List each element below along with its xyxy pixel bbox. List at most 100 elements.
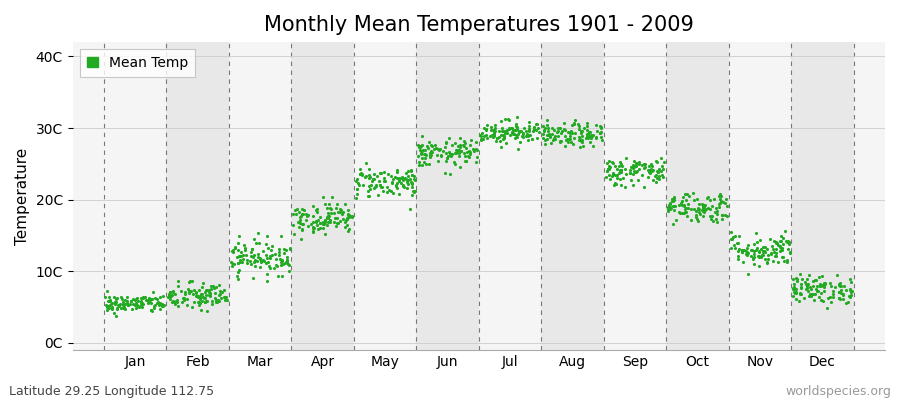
Point	[767, 238, 781, 245]
Point	[415, 162, 429, 169]
Point	[341, 212, 356, 218]
Point	[794, 291, 808, 297]
Point	[189, 290, 203, 296]
Point	[202, 289, 217, 296]
Point	[354, 171, 368, 177]
Point	[774, 233, 788, 240]
Point	[280, 256, 294, 263]
Point	[652, 173, 667, 180]
Point	[111, 302, 125, 308]
Point	[104, 298, 118, 304]
Point	[355, 170, 369, 176]
Point	[576, 142, 590, 149]
Point	[215, 289, 230, 295]
Point	[518, 133, 533, 140]
Point	[747, 248, 761, 254]
Point	[430, 158, 445, 164]
Point	[690, 216, 705, 222]
Point	[163, 289, 177, 295]
Point	[253, 256, 267, 262]
Point	[705, 212, 719, 219]
Point	[152, 300, 166, 306]
Point	[396, 182, 410, 188]
Point	[774, 247, 788, 254]
Point	[156, 292, 170, 299]
Point	[140, 300, 155, 306]
Point	[416, 147, 430, 154]
Point	[673, 210, 688, 216]
Point	[212, 292, 226, 298]
Point	[760, 258, 774, 265]
Point	[459, 148, 473, 155]
Point	[272, 252, 286, 258]
Point	[353, 166, 367, 172]
Point	[144, 296, 158, 303]
Point	[264, 246, 278, 253]
Point	[532, 128, 546, 135]
Point	[669, 217, 683, 223]
Point	[558, 143, 572, 150]
Point	[116, 302, 130, 309]
Point	[294, 206, 309, 212]
Point	[166, 298, 181, 304]
Point	[562, 136, 576, 142]
Point	[340, 216, 355, 222]
Point	[107, 299, 122, 305]
Point	[113, 294, 128, 300]
Point	[99, 302, 113, 308]
Point	[310, 206, 324, 212]
Point	[556, 126, 571, 132]
Point	[566, 134, 580, 141]
Point	[469, 146, 483, 152]
Point	[371, 192, 385, 198]
Point	[413, 143, 428, 149]
Point	[377, 178, 392, 184]
Point	[521, 137, 535, 143]
Point	[516, 134, 530, 140]
Point	[124, 298, 139, 305]
Point	[323, 219, 338, 225]
Bar	[417, 42, 479, 350]
Text: Latitude 29.25 Longitude 112.75: Latitude 29.25 Longitude 112.75	[9, 385, 214, 398]
Point	[575, 133, 590, 140]
Point	[499, 128, 513, 134]
Point	[286, 231, 301, 237]
Point	[179, 302, 194, 308]
Point	[642, 167, 656, 174]
Point	[697, 207, 711, 213]
Point	[444, 152, 458, 159]
Point	[810, 288, 824, 294]
Point	[309, 219, 323, 225]
Point	[834, 283, 849, 289]
Point	[641, 167, 655, 173]
Point	[675, 202, 689, 208]
Point	[168, 300, 183, 307]
Point	[266, 252, 280, 258]
Point	[823, 280, 837, 286]
Point	[601, 163, 616, 169]
Text: worldspecies.org: worldspecies.org	[785, 385, 891, 398]
Point	[213, 291, 228, 297]
Point	[488, 128, 502, 134]
Point	[816, 280, 831, 286]
Point	[212, 282, 226, 288]
Point	[788, 290, 803, 297]
Point	[679, 205, 693, 211]
Point	[816, 287, 831, 294]
Point	[562, 130, 577, 137]
Point	[233, 259, 248, 266]
Point	[470, 147, 484, 153]
Point	[330, 220, 345, 226]
Point	[217, 294, 231, 301]
Point	[493, 118, 508, 125]
Point	[475, 136, 490, 142]
Point	[428, 142, 442, 148]
Point	[231, 267, 246, 274]
Point	[320, 222, 335, 228]
Point	[337, 209, 351, 215]
Point	[586, 142, 600, 149]
Point	[343, 213, 357, 219]
Point	[310, 217, 325, 224]
Bar	[666, 42, 729, 350]
Point	[243, 257, 257, 264]
